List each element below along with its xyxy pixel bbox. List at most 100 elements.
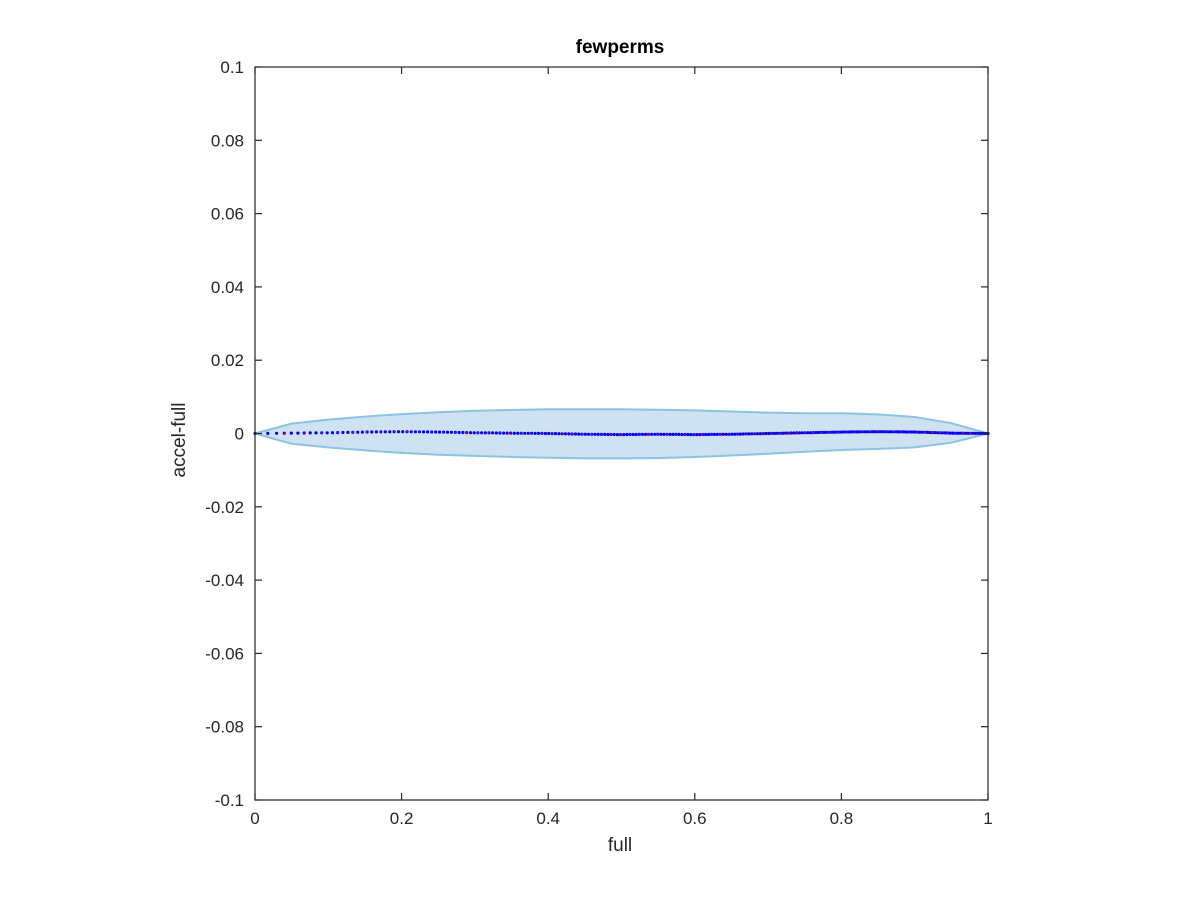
- data-point: [308, 431, 312, 435]
- data-point: [603, 432, 607, 436]
- data-point: [438, 430, 442, 434]
- data-point: [951, 431, 955, 435]
- mean-point: [923, 431, 926, 434]
- y-tick-label: 0: [235, 425, 244, 444]
- data-point: [857, 430, 861, 434]
- data-point: [971, 431, 975, 435]
- data-point: [662, 432, 666, 436]
- mean-point: [812, 431, 814, 434]
- data-point: [902, 430, 906, 434]
- axes: [254, 66, 989, 801]
- mean-point: [380, 431, 382, 433]
- data-point: [396, 430, 401, 434]
- data-point: [797, 431, 802, 435]
- data-point: [817, 430, 821, 435]
- mean-point: [876, 430, 879, 433]
- x-tick-label: 0: [250, 809, 259, 828]
- data-point: [325, 431, 329, 435]
- data-point: [973, 431, 978, 435]
- band-upper-edge: [254, 408, 989, 435]
- data-point: [543, 431, 548, 436]
- data-point: [573, 432, 578, 436]
- data-point: [671, 432, 675, 436]
- y-tick-label: -0.06: [205, 644, 244, 663]
- mean-point: [561, 433, 563, 435]
- mean-point: [551, 432, 553, 435]
- data-point: [730, 432, 734, 436]
- x-axis-label: full: [608, 835, 632, 856]
- mean-point: [406, 430, 408, 433]
- data-point: [935, 431, 940, 435]
- data-point: [593, 432, 597, 436]
- mean-point: [571, 433, 573, 435]
- data-point: [917, 430, 922, 434]
- mean-point: [336, 431, 339, 434]
- data-point: [781, 431, 785, 435]
- data-point: [512, 431, 516, 435]
- data-point: [289, 431, 293, 435]
- x-tick-label: 0.8: [830, 809, 854, 828]
- mean-point: [884, 430, 887, 433]
- mean-point: [393, 430, 395, 433]
- data-point: [275, 431, 279, 435]
- data-point: [625, 432, 629, 437]
- data-point: [825, 430, 829, 434]
- data-point: [383, 430, 387, 434]
- data-point: [775, 431, 779, 435]
- data-point: [434, 430, 438, 434]
- mean-point: [629, 433, 631, 436]
- data-point: [704, 432, 708, 437]
- mean-point: [836, 431, 839, 433]
- data-point: [523, 431, 527, 435]
- data-point: [680, 432, 684, 437]
- y-tick-label: 0.02: [211, 351, 244, 370]
- mean-point: [977, 432, 979, 435]
- data-point: [653, 432, 657, 436]
- data-point: [505, 431, 509, 435]
- mean-point: [600, 433, 603, 436]
- data-point: [346, 430, 350, 434]
- plot-area: [253, 408, 990, 460]
- mean-point: [861, 431, 863, 433]
- data-point: [370, 430, 374, 434]
- data-point: [733, 432, 737, 436]
- data-point: [330, 431, 335, 435]
- y-tick-label: -0.08: [205, 718, 244, 737]
- data-point: [846, 430, 851, 434]
- mean-point: [969, 432, 972, 435]
- data-point: [480, 431, 484, 435]
- data-point: [689, 433, 693, 437]
- mean-point: [283, 432, 286, 435]
- y-tick-label: 0.04: [211, 278, 244, 297]
- data-point: [686, 432, 690, 437]
- data-point: [449, 430, 453, 434]
- data-point: [445, 430, 450, 434]
- mean-point: [954, 432, 957, 435]
- data-point: [698, 433, 702, 437]
- mean-point: [908, 431, 910, 433]
- data-point: [536, 431, 541, 435]
- mean-point: [591, 433, 593, 436]
- y-tick-label: 0.1: [220, 58, 244, 77]
- mean-point: [962, 432, 964, 435]
- mean-point: [656, 433, 659, 436]
- mean-point: [787, 432, 790, 434]
- data-point: [494, 431, 498, 435]
- data-point: [606, 432, 610, 437]
- x-tick-label: 0.2: [390, 809, 414, 828]
- data-point: [314, 431, 318, 435]
- data-point: [596, 432, 600, 436]
- data-point: [978, 431, 983, 435]
- data-point: [650, 432, 654, 436]
- data-point: [904, 430, 909, 434]
- y-tick-label: -0.04: [205, 571, 244, 590]
- data-point: [958, 431, 962, 435]
- mean-point: [418, 431, 421, 433]
- mean-point: [366, 431, 368, 433]
- mean-point: [795, 432, 798, 434]
- mean-point: [675, 433, 677, 436]
- data-point: [897, 430, 901, 434]
- data-point: [526, 431, 530, 435]
- data-point: [533, 431, 537, 435]
- data-point: [764, 431, 768, 436]
